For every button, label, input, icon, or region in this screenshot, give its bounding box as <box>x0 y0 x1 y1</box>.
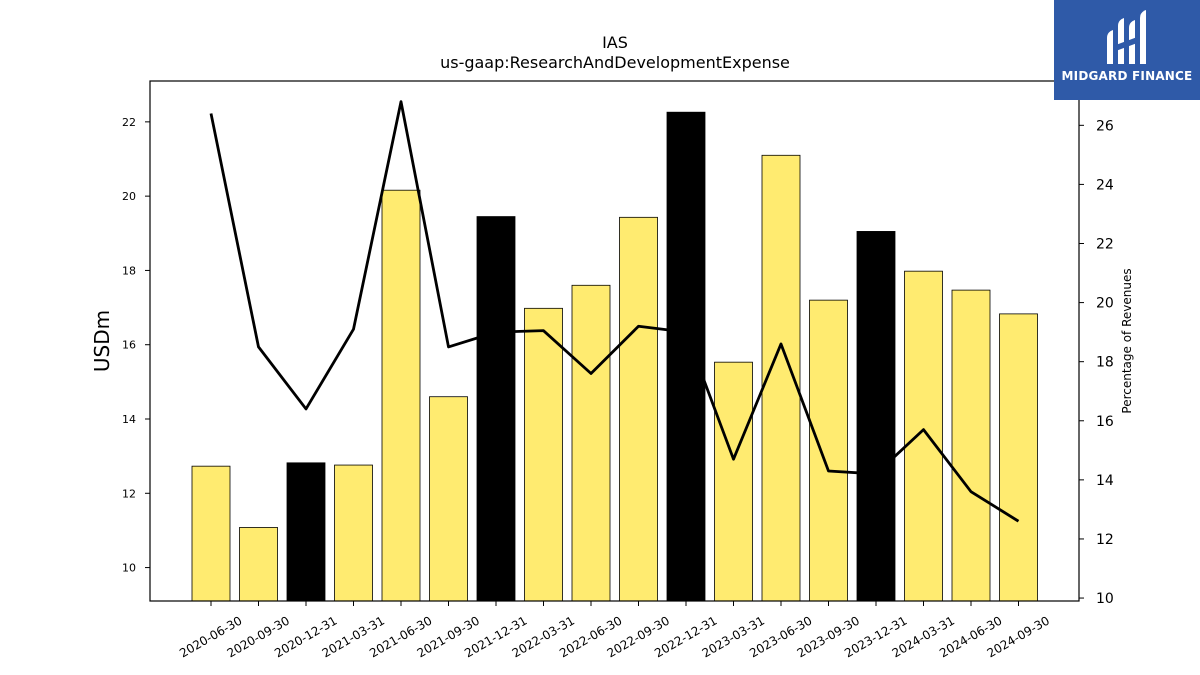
bar-2023-12-31 <box>856 231 896 602</box>
bar-2023-03-31 <box>714 361 753 602</box>
y-tick-label: 16 <box>122 339 136 352</box>
bar-2020-09-30 <box>239 527 278 602</box>
y2-tick-label: 14 <box>1096 473 1114 489</box>
bar-2024-03-31 <box>904 270 943 602</box>
plot-frame <box>149 80 1080 602</box>
y2-tick-label: 20 <box>1096 296 1114 312</box>
chart-title: IAS <box>602 33 628 52</box>
bar-2023-09-30 <box>809 299 848 602</box>
bar-2022-12-31 <box>666 111 706 602</box>
chart-subtitle: us-gaap:ResearchAndDevelopmentExpense <box>440 53 790 72</box>
midgard-finance-logo: MIDGARD FINANCE <box>1054 0 1200 100</box>
y2-tick-label: 18 <box>1096 355 1114 371</box>
bar-2021-12-31 <box>476 216 516 602</box>
bar-2024-09-30 <box>999 313 1038 602</box>
y2-tick-label: 26 <box>1096 118 1114 134</box>
logo-text: MIDGARD FINANCE <box>1061 69 1193 83</box>
y-tick-label: 12 <box>122 487 136 500</box>
y2-tick-label: 24 <box>1096 177 1114 193</box>
bar-2020-06-30 <box>191 465 231 602</box>
bar-2022-06-30 <box>571 284 611 602</box>
y-tick-label: 10 <box>122 562 136 575</box>
y2-axis: 10 12 14 16 18 20 22 24 26 <box>1079 118 1114 607</box>
line-layer <box>209 100 1020 523</box>
y2-tick-label: 12 <box>1096 532 1114 548</box>
bar-2021-09-30 <box>429 396 468 602</box>
y-axis: 10 12 14 16 18 20 22 <box>122 116 150 575</box>
y-tick-label: 18 <box>122 264 136 277</box>
y2-axis-label: Percentage of Revenues <box>1120 268 1134 413</box>
y2-tick-label: 22 <box>1096 237 1114 253</box>
bar-2024-06-30 <box>951 289 991 602</box>
bar-2021-06-30 <box>381 189 421 602</box>
bar-2020-12-31 <box>286 462 326 602</box>
bars-layer <box>191 111 1038 602</box>
y2-tick-label: 10 <box>1096 591 1114 607</box>
midgard-logo-icon <box>1107 10 1146 64</box>
y-tick-label: 14 <box>122 413 136 426</box>
bar-2021-03-31 <box>334 464 373 602</box>
bar-2022-03-31 <box>524 307 563 602</box>
y-tick-label: 20 <box>122 190 136 203</box>
y2-tick-label: 16 <box>1096 414 1114 430</box>
y-tick-label: 22 <box>122 116 136 129</box>
percentage-line <box>209 100 1020 523</box>
y-axis-label: USDm <box>90 310 114 372</box>
bar-2022-09-30 <box>619 216 658 602</box>
x-axis: 2020-06-302020-09-302020-12-312021-03-31… <box>177 601 1052 660</box>
